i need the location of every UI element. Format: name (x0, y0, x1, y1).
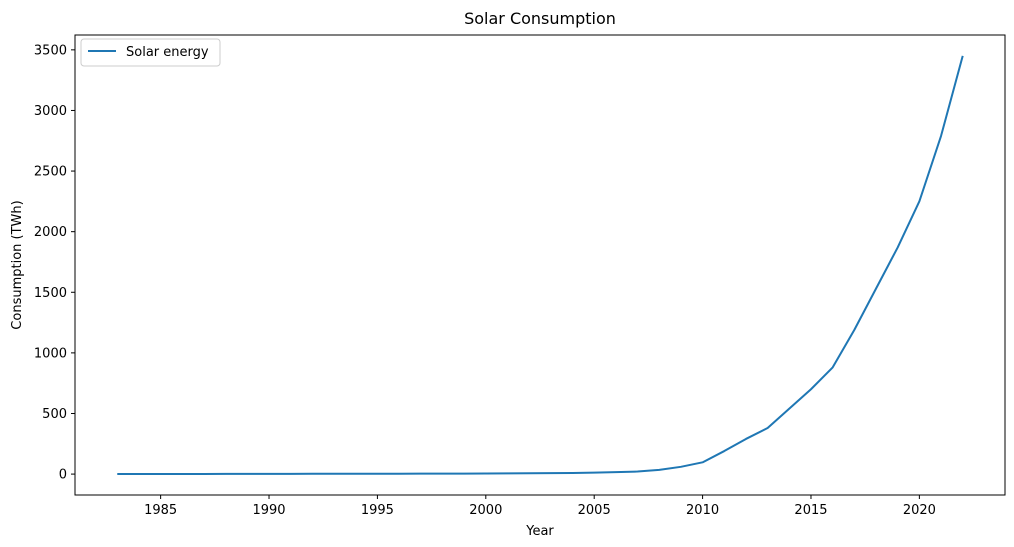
x-tick-label: 2000 (469, 503, 502, 518)
x-tick-label: 2010 (686, 503, 719, 518)
plot-area-frame (74, 34, 1006, 496)
series-line-solar-energy (117, 55, 964, 476)
x-tick-label: 2005 (578, 503, 611, 518)
legend: Solar energy (80, 38, 221, 67)
x-tick-label: 2015 (794, 503, 827, 518)
y-axis-label: Consumption (TWh) (10, 200, 25, 329)
y-tick-label: 3000 (34, 104, 67, 119)
y-tick-label: 500 (42, 407, 67, 422)
series-layer (117, 55, 964, 476)
y-tick-label: 3500 (34, 43, 67, 58)
x-axis-label: Year (525, 524, 554, 539)
y-tick-label: 1000 (34, 346, 67, 361)
x-tick-label: 1990 (252, 503, 285, 518)
y-tick-label: 1500 (34, 286, 67, 301)
legend-box (80, 38, 221, 67)
x-tick-label: 1995 (361, 503, 394, 518)
x-tick-label: 2020 (903, 503, 936, 518)
x-axis: 1985 1990 1995 2000 2005 2010 2015 2020 (144, 495, 936, 518)
y-tick-label: 0 (59, 468, 67, 483)
x-tick-label: 1985 (144, 503, 177, 518)
y-axis: 0 500 1000 1500 2000 2500 3000 3500 (34, 43, 75, 483)
chart-title: Solar Consumption (464, 9, 616, 28)
y-tick-label: 2000 (34, 225, 67, 240)
legend-label-solar-energy: Solar energy (126, 45, 209, 60)
y-tick-label: 2500 (34, 165, 67, 180)
